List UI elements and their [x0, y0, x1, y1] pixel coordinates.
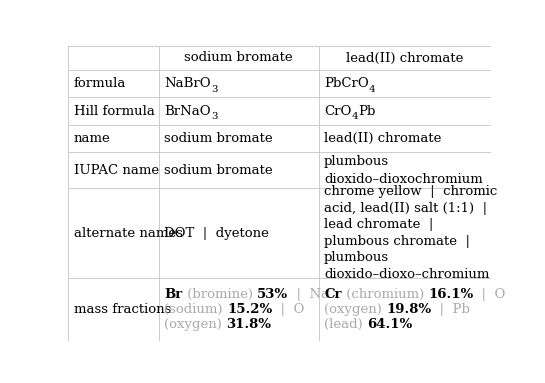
Text: (oxygen): (oxygen)	[165, 318, 227, 331]
Text: 16.1%: 16.1%	[428, 288, 474, 301]
Text: (bromine): (bromine)	[183, 288, 257, 301]
Text: plumbous
dioxido–dioxochromium: plumbous dioxido–dioxochromium	[324, 155, 483, 186]
Text: 15.2%: 15.2%	[227, 303, 272, 316]
Text: (lead): (lead)	[324, 318, 367, 331]
Text: 3: 3	[211, 112, 217, 121]
Text: |  O: | O	[272, 303, 305, 316]
Text: |  O: | O	[474, 288, 506, 301]
Text: Br: Br	[165, 288, 183, 301]
Text: Hill formula: Hill formula	[74, 105, 154, 118]
Text: 4: 4	[352, 112, 358, 121]
Text: Cr: Cr	[324, 288, 342, 301]
Text: mass fractions: mass fractions	[74, 303, 171, 316]
Text: 64.1%: 64.1%	[367, 318, 413, 331]
Text: (chromium): (chromium)	[342, 288, 428, 301]
Text: PbCrO: PbCrO	[324, 77, 369, 90]
Text: 19.8%: 19.8%	[386, 303, 431, 316]
Text: sodium bromate: sodium bromate	[184, 51, 293, 64]
Text: alternate names: alternate names	[74, 227, 183, 240]
Text: DOT  |  dyetone: DOT | dyetone	[165, 227, 269, 240]
Text: lead(II) chromate: lead(II) chromate	[324, 132, 441, 145]
Text: BrNaO: BrNaO	[165, 105, 211, 118]
Text: formula: formula	[74, 77, 126, 90]
Text: IUPAC name: IUPAC name	[74, 164, 159, 177]
Text: CrO: CrO	[324, 105, 352, 118]
Text: lead(II) chromate: lead(II) chromate	[346, 51, 463, 64]
Text: 53%: 53%	[257, 288, 288, 301]
Text: sodium bromate: sodium bromate	[165, 164, 273, 177]
Text: NaBrO: NaBrO	[165, 77, 211, 90]
Text: chrome yellow  |  chromic
acid, lead(II) salt (1:1)  |
lead chromate  |
plumbous: chrome yellow | chromic acid, lead(II) s…	[324, 185, 498, 281]
Text: 4: 4	[369, 85, 376, 93]
Text: name: name	[74, 132, 111, 145]
Text: 31.8%: 31.8%	[227, 318, 271, 331]
Text: 3: 3	[211, 85, 217, 93]
Text: |  Na: | Na	[288, 288, 329, 301]
Text: sodium bromate: sodium bromate	[165, 132, 273, 145]
Text: (oxygen): (oxygen)	[324, 303, 386, 316]
Text: Pb: Pb	[358, 105, 376, 118]
Text: |  Pb: | Pb	[431, 303, 470, 316]
Text: (sodium): (sodium)	[165, 303, 227, 316]
